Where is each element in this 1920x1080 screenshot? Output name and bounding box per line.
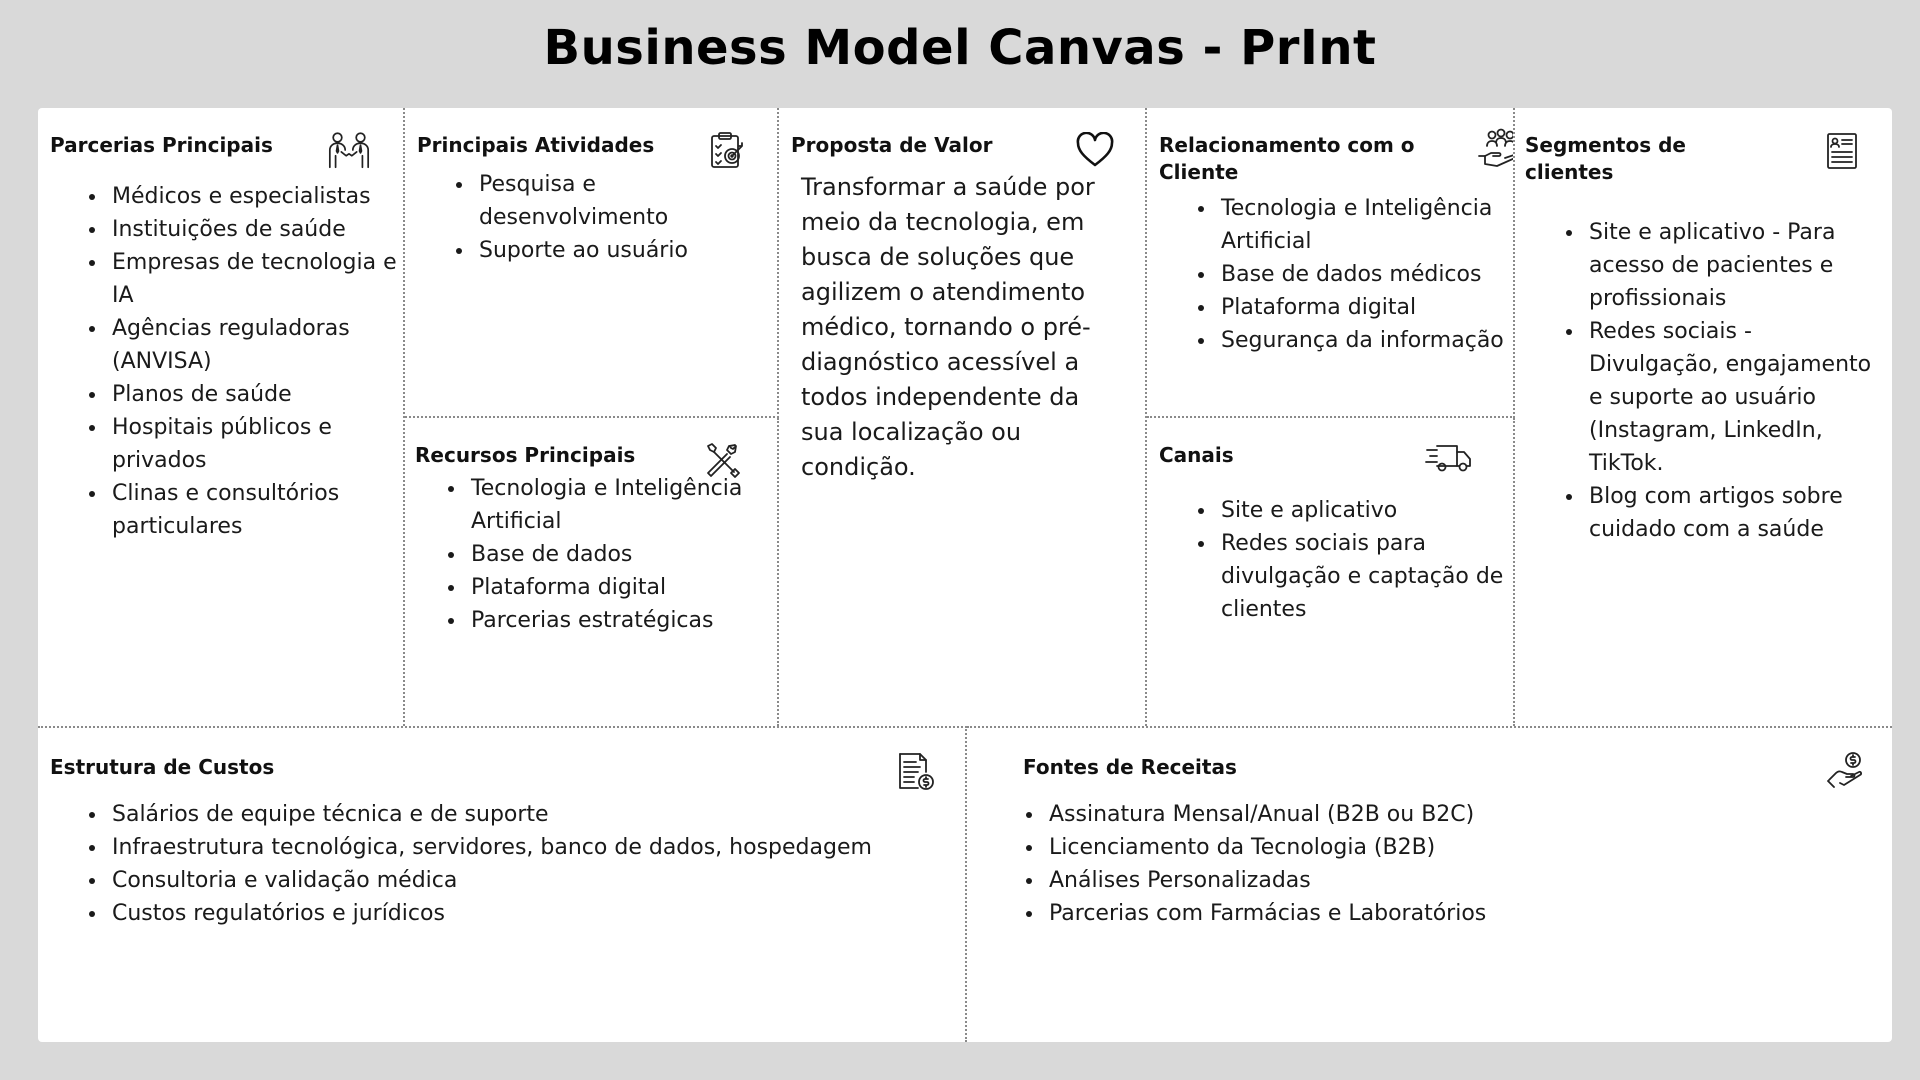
tools-icon bbox=[701, 440, 743, 480]
list-item: Clinas e consultórios particulares bbox=[108, 477, 403, 543]
block-title: Canais bbox=[1159, 443, 1234, 467]
block-fontes-de-receitas: Fontes de Receitas Assinatura Mensal/Anu… bbox=[967, 726, 1892, 1042]
list-item: Base de dados médicos bbox=[1217, 258, 1513, 291]
block-relacionamento-cliente: Relacionamento com o Cliente Tecnologia … bbox=[1147, 108, 1515, 418]
block-recursos-principais: Recursos Principais Tecnologia e Intelig… bbox=[405, 418, 779, 726]
profile-document-icon bbox=[1825, 132, 1859, 170]
list-item: Parcerias com Farmácias e Laboratórios bbox=[1045, 897, 1865, 930]
block-canais: Canais Site e aplicativo Redes sociais p… bbox=[1147, 418, 1515, 726]
list-item: Análises Personalizadas bbox=[1045, 864, 1865, 897]
item-list: Tecnologia e Inteligência Artificial Bas… bbox=[1193, 192, 1513, 357]
list-item: Tecnologia e Inteligência Artificial bbox=[467, 472, 777, 538]
business-model-canvas: Parcerias Principais Médicos e especiali… bbox=[38, 108, 1892, 1042]
list-item: Consultoria e validação médica bbox=[108, 864, 965, 897]
list-item: Assinatura Mensal/Anual (B2B ou B2C) bbox=[1045, 798, 1865, 831]
list-item: Parcerias estratégicas bbox=[467, 604, 777, 637]
block-title: Proposta de Valor bbox=[791, 133, 993, 157]
item-list: Médicos e especialistas Instituições de … bbox=[84, 180, 403, 543]
list-item: Hospitais públicos e privados bbox=[108, 411, 403, 477]
delivery-truck-icon bbox=[1425, 440, 1473, 474]
list-item: Plataforma digital bbox=[467, 571, 777, 604]
list-item: Segurança da informação bbox=[1217, 324, 1513, 357]
list-item: Médicos e especialistas bbox=[108, 180, 403, 213]
block-estrutura-de-custos: Estrutura de Custos Salários de equipe t… bbox=[38, 726, 967, 1042]
block-title: Principais Atividades bbox=[417, 133, 655, 157]
item-list: Pesquisa e desenvolvimento Suporte ao us… bbox=[451, 168, 777, 267]
list-item: Agências reguladoras (ANVISA) bbox=[108, 312, 403, 378]
block-title: Segmentos de clientes bbox=[1525, 133, 1686, 184]
list-item: Infraestrutura tecnológica, servidores, … bbox=[108, 831, 965, 864]
item-list: Site e aplicativo Redes sociais para div… bbox=[1193, 494, 1513, 626]
list-item: Empresas de tecnologia e IA bbox=[108, 246, 403, 312]
item-list: Tecnologia e Inteligência Artificial Bas… bbox=[443, 472, 777, 637]
list-item: Licenciamento da Tecnologia (B2B) bbox=[1045, 831, 1865, 864]
clipboard-target-icon bbox=[707, 130, 747, 170]
list-item: Site e aplicativo - Para acesso de pacie… bbox=[1585, 216, 1885, 315]
block-principais-atividades: Principais Atividades Pesquisa e desenvo… bbox=[405, 108, 779, 418]
invoice-dollar-icon bbox=[896, 752, 936, 792]
list-item: Custos regulatórios e jurídicos bbox=[108, 897, 965, 930]
list-item: Pesquisa e desenvolvimento bbox=[475, 168, 777, 234]
block-proposta-de-valor: Proposta de Valor Transformar a saúde po… bbox=[779, 108, 1147, 726]
list-item: Suporte ao usuário bbox=[475, 234, 777, 267]
handshake-people-icon bbox=[326, 130, 372, 170]
list-item: Instituições de saúde bbox=[108, 213, 403, 246]
hand-coin-icon bbox=[1827, 750, 1867, 790]
value-proposition-text: Transformar a saúde por meio da tecnolog… bbox=[801, 173, 1095, 481]
block-parcerias-principais: Parcerias Principais Médicos e especiali… bbox=[38, 108, 405, 726]
list-item: Plataforma digital bbox=[1217, 291, 1513, 324]
list-item: Tecnologia e Inteligência Artificial bbox=[1217, 192, 1513, 258]
block-segmentos-clientes: Segmentos de clientes Site e aplicativo … bbox=[1515, 108, 1892, 726]
block-title: Recursos Principais bbox=[415, 443, 636, 467]
heart-icon bbox=[1075, 131, 1115, 168]
list-item: Blog com artigos sobre cuidado com a saú… bbox=[1585, 480, 1885, 546]
block-title: Fontes de Receitas bbox=[1023, 755, 1237, 779]
list-item: Salários de equipe técnica e de suporte bbox=[108, 798, 965, 831]
list-item: Base de dados bbox=[467, 538, 777, 571]
item-list: Site e aplicativo - Para acesso de pacie… bbox=[1561, 216, 1885, 546]
item-list: Salários de equipe técnica e de suporte … bbox=[84, 798, 965, 930]
list-item: Site e aplicativo bbox=[1217, 494, 1513, 527]
hand-people-icon bbox=[1477, 128, 1513, 168]
list-item: Redes sociais para divulgação e captação… bbox=[1217, 527, 1513, 626]
item-list: Assinatura Mensal/Anual (B2B ou B2C) Lic… bbox=[1021, 798, 1865, 930]
block-title: Estrutura de Custos bbox=[50, 755, 275, 779]
list-item: Planos de saúde bbox=[108, 378, 403, 411]
list-item: Redes sociais - Divulgação, engajamento … bbox=[1585, 315, 1885, 480]
page-title: Business Model Canvas - PrInt bbox=[543, 20, 1377, 76]
block-title: Relacionamento com o Cliente bbox=[1159, 133, 1415, 184]
block-title: Parcerias Principais bbox=[50, 133, 273, 157]
